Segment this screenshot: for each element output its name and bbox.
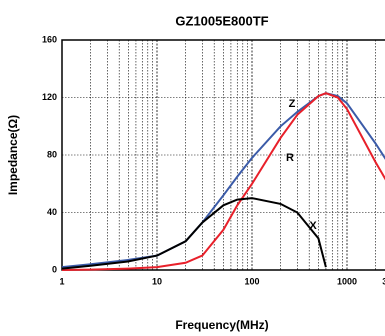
series-label: R	[286, 152, 294, 164]
series-label: Z	[289, 98, 296, 110]
x-tick-label: 10	[152, 276, 162, 286]
series-label: X	[309, 220, 317, 232]
x-axis-title: Frequency(MHz)	[175, 318, 268, 332]
x-tick-label: 100	[244, 276, 259, 286]
plot-frame	[61, 39, 385, 271]
y-axis-title: Impedance(Ω)	[6, 115, 20, 195]
y-tick-label: 80	[47, 149, 57, 159]
x-tick-label: 1	[59, 276, 64, 286]
series-line	[61, 92, 385, 271]
y-tick-label: 160	[42, 34, 57, 44]
x-tick-label: 3000	[382, 276, 385, 286]
chart-title: GZ1005E800TF	[175, 13, 268, 28]
y-tick-label: 0	[52, 264, 57, 274]
x-tick-label: 1000	[337, 276, 357, 286]
series-line	[61, 197, 327, 270]
y-tick-label: 120	[42, 92, 57, 102]
y-tick-label: 40	[47, 207, 57, 217]
